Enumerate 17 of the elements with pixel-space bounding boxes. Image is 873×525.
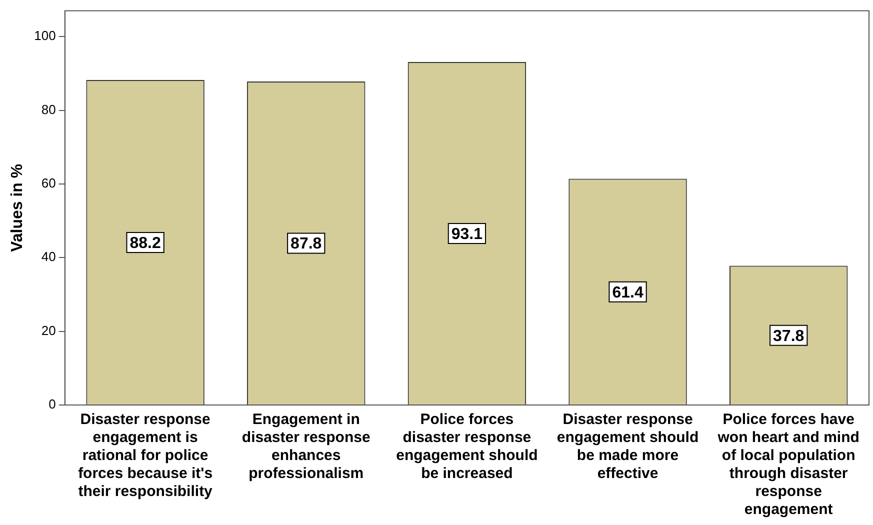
x-tick-label: Disaster response engagement should be made more effective xyxy=(556,411,699,482)
x-tick-label: Police forces disaster response engagement should be increased xyxy=(396,411,538,482)
data-label: 93.1 xyxy=(451,226,483,243)
y-axis-title: Values in % xyxy=(9,164,26,252)
y-tick-label: 100 xyxy=(34,28,56,44)
y-tick-label: 20 xyxy=(41,322,56,338)
x-tick-label: Engagement in disaster response enhances professionalism xyxy=(242,411,370,482)
y-tick-label: 0 xyxy=(48,396,56,412)
data-label: 87.8 xyxy=(290,236,322,253)
data-label: 61.4 xyxy=(612,284,644,302)
data-label: 37.8 xyxy=(773,328,804,345)
x-tick-label: Police forces have won heart and mind of local population through disaster response engagement xyxy=(716,411,860,518)
y-tick-label: 60 xyxy=(41,176,56,191)
y-tick-label: 40 xyxy=(41,249,56,264)
x-tick-label: Disaster response engagement is rational for police forces because it's their responsibility xyxy=(78,411,214,500)
data-label: 88.2 xyxy=(130,234,161,252)
y-tick-label: 80 xyxy=(41,102,56,117)
